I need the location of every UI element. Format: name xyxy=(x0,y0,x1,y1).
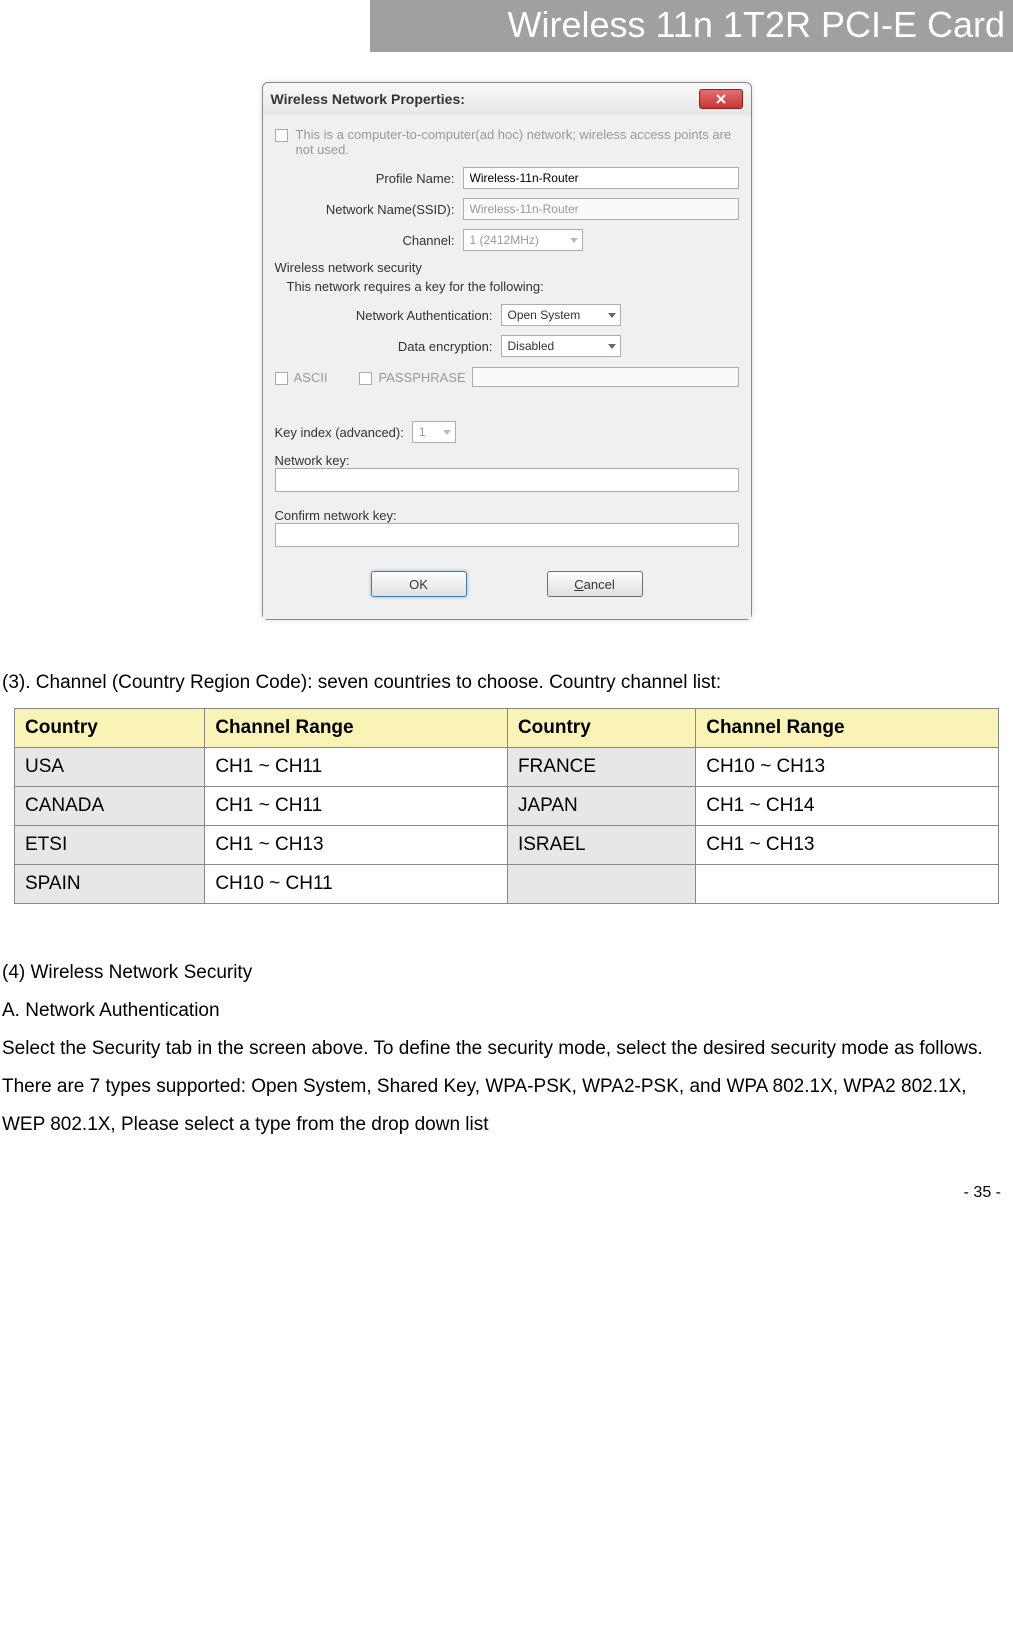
country-cell: CANADA xyxy=(15,787,205,826)
chevron-down-icon xyxy=(570,238,578,243)
country-channel-table: Country Channel Range Country Channel Ra… xyxy=(14,708,999,904)
dialog-title: Wireless Network Properties: xyxy=(271,91,465,107)
page-footer: - 35 - xyxy=(0,1144,1013,1210)
cancel-button[interactable]: Cancel xyxy=(547,571,643,597)
country-cell: USA xyxy=(15,748,205,787)
profile-name-label: Profile Name: xyxy=(275,171,455,186)
channel-row: Channel: 1 (2412MHz) xyxy=(275,229,739,251)
page-header: Wireless 11n 1T2R PCI-E Card xyxy=(0,0,1013,52)
range-cell: CH10 ~ CH13 xyxy=(696,748,999,787)
section4-heading: (4) Wireless Network Security xyxy=(2,954,1007,992)
range-cell: CH1 ~ CH11 xyxy=(205,787,508,826)
enc-value: Disabled xyxy=(508,339,555,353)
auth-label: Network Authentication: xyxy=(275,308,493,323)
confirm-key-input[interactable] xyxy=(275,523,739,547)
close-icon xyxy=(715,93,727,105)
confirm-label: Confirm network key: xyxy=(275,508,739,523)
ok-label: OK xyxy=(409,577,428,592)
country-cell: ETSI xyxy=(15,826,205,865)
country-cell: FRANCE xyxy=(507,748,695,787)
table-header-row: Country Channel Range Country Channel Ra… xyxy=(15,709,999,748)
keyindex-value: 1 xyxy=(419,425,426,439)
enc-row: Data encryption: Disabled xyxy=(275,335,739,357)
header-title: Wireless 11n 1T2R PCI-E Card xyxy=(508,4,1005,45)
network-key-input[interactable] xyxy=(275,468,739,492)
chevron-down-icon xyxy=(608,344,616,349)
passphrase-input[interactable] xyxy=(472,367,739,387)
enc-label: Data encryption: xyxy=(275,339,493,354)
auth-dropdown[interactable]: Open System xyxy=(501,304,621,326)
passphrase-label: PASSPHRASE xyxy=(378,370,465,385)
passphrase-checkbox[interactable] xyxy=(359,372,372,385)
ssid-label: Network Name(SSID): xyxy=(275,202,455,217)
adhoc-checkbox[interactable] xyxy=(275,129,288,142)
section-3: (3). Channel (Country Region Code): seve… xyxy=(0,644,1013,904)
ascii-label: ASCII xyxy=(294,370,328,385)
profile-name-row: Profile Name: xyxy=(275,167,739,189)
channel-value: 1 (2412MHz) xyxy=(470,233,539,247)
channel-label: Channel: xyxy=(275,233,455,248)
chevron-down-icon xyxy=(443,430,451,435)
close-button[interactable] xyxy=(699,89,743,109)
table-row: USACH1 ~ CH11FRANCECH10 ~ CH13 xyxy=(15,748,999,787)
range-cell: CH1 ~ CH13 xyxy=(696,826,999,865)
table-row: ETSICH1 ~ CH13ISRAELCH1 ~ CH13 xyxy=(15,826,999,865)
country-cell xyxy=(507,865,695,904)
wireless-properties-dialog: Wireless Network Properties: This is a c… xyxy=(262,82,752,620)
security-sub-label: This network requires a key for the foll… xyxy=(275,279,739,294)
enc-dropdown[interactable]: Disabled xyxy=(501,335,621,357)
ok-button[interactable]: OK xyxy=(371,571,467,597)
chevron-down-icon xyxy=(608,313,616,318)
country-cell: JAPAN xyxy=(507,787,695,826)
ssid-row: Network Name(SSID): xyxy=(275,198,739,220)
auth-value: Open System xyxy=(508,308,581,322)
dialog-container: Wireless Network Properties: This is a c… xyxy=(0,52,1013,644)
cancel-label-u: C xyxy=(574,577,583,592)
dialog-titlebar: Wireless Network Properties: xyxy=(263,83,751,115)
th-range-2: Channel Range xyxy=(696,709,999,748)
ssid-input[interactable] xyxy=(463,198,739,220)
table-row: CANADACH1 ~ CH11JAPANCH1 ~ CH14 xyxy=(15,787,999,826)
keyindex-dropdown[interactable]: 1 xyxy=(412,421,456,443)
ascii-checkbox[interactable] xyxy=(275,372,288,385)
cancel-label: ancel xyxy=(584,577,615,592)
th-range-1: Channel Range xyxy=(205,709,508,748)
section4-sub: A. Network Authentication xyxy=(2,992,1007,1030)
country-cell: SPAIN xyxy=(15,865,205,904)
netkey-label: Network key: xyxy=(275,453,739,468)
keyindex-row: Key index (advanced): 1 xyxy=(275,421,739,443)
page-number: - 35 - xyxy=(964,1184,1001,1201)
range-cell: CH10 ~ CH11 xyxy=(205,865,508,904)
section-4: (4) Wireless Network Security A. Network… xyxy=(0,904,1013,1144)
auth-row: Network Authentication: Open System xyxy=(275,304,739,326)
channel-dropdown[interactable]: 1 (2412MHz) xyxy=(463,229,583,251)
range-cell xyxy=(696,865,999,904)
ascii-passphrase-row: ASCII PASSPHRASE xyxy=(275,367,739,387)
country-cell: ISRAEL xyxy=(507,826,695,865)
range-cell: CH1 ~ CH11 xyxy=(205,748,508,787)
button-row: OK Cancel xyxy=(275,563,739,611)
section3-intro: (3). Channel (Country Region Code): seve… xyxy=(2,672,1007,694)
range-cell: CH1 ~ CH13 xyxy=(205,826,508,865)
adhoc-label: This is a computer-to-computer(ad hoc) n… xyxy=(296,127,739,157)
keyindex-label: Key index (advanced): xyxy=(275,425,404,440)
dialog-body: This is a computer-to-computer(ad hoc) n… xyxy=(263,115,751,619)
th-country-1: Country xyxy=(15,709,205,748)
security-section-label: Wireless network security xyxy=(275,260,739,275)
range-cell: CH1 ~ CH14 xyxy=(696,787,999,826)
profile-name-input[interactable] xyxy=(463,167,739,189)
adhoc-checkbox-row: This is a computer-to-computer(ad hoc) n… xyxy=(275,123,739,167)
th-country-2: Country xyxy=(507,709,695,748)
table-row: SPAINCH10 ~ CH11 xyxy=(15,865,999,904)
section4-body: Select the Security tab in the screen ab… xyxy=(2,1030,1007,1144)
